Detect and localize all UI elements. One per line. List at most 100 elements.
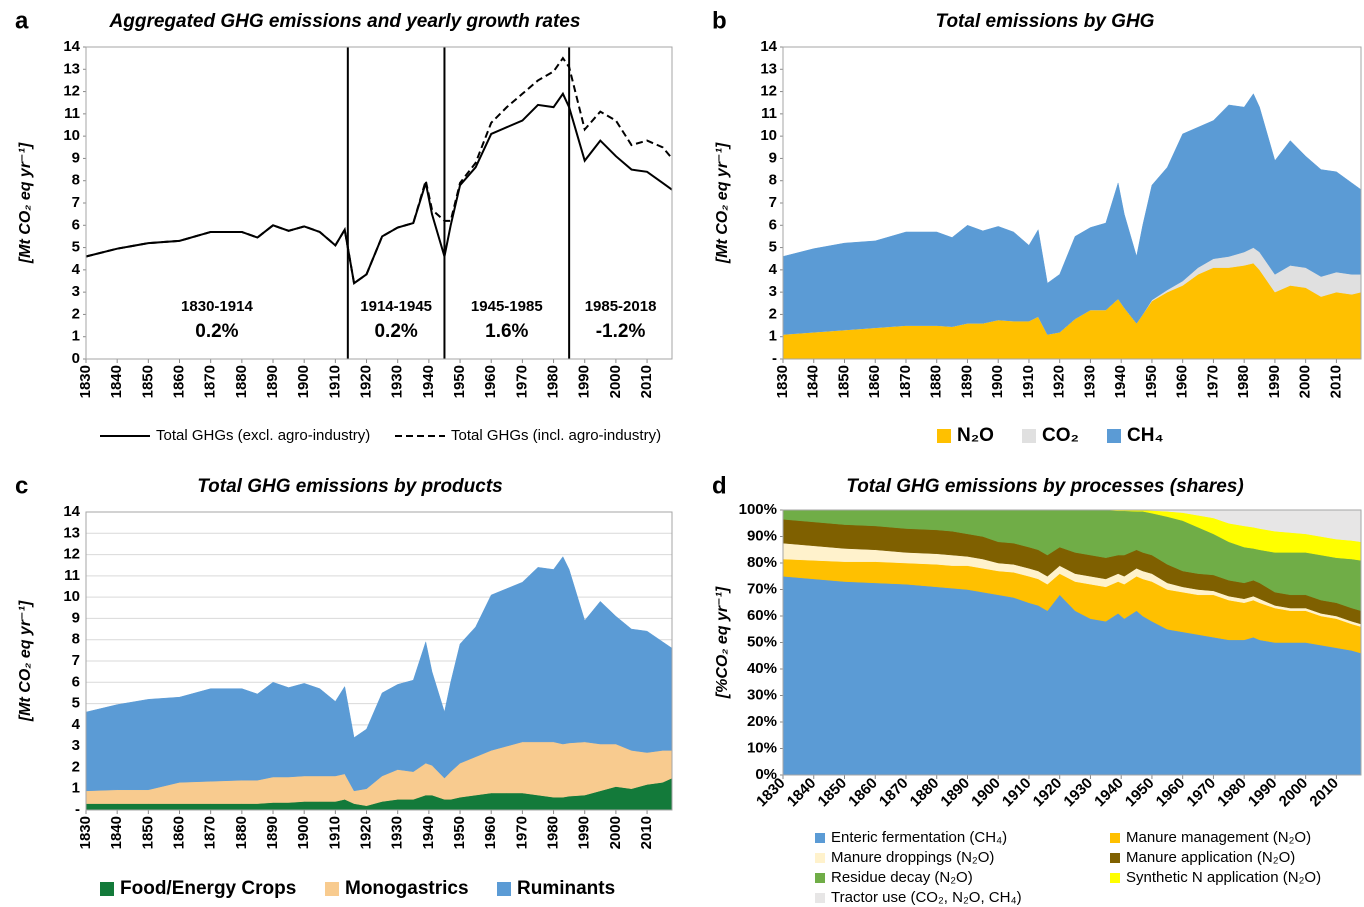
x-tick-label: 1990 bbox=[576, 365, 593, 398]
x-tick-label: 1920 bbox=[358, 365, 375, 398]
x-tick-label: 1860 bbox=[170, 365, 187, 398]
y-tick-label: 9 bbox=[72, 149, 80, 166]
y-tick-label: 13 bbox=[63, 524, 80, 541]
y-tick-label: 12 bbox=[760, 83, 777, 100]
panel-letter: c bbox=[15, 472, 28, 499]
x-tick-label: 1990 bbox=[1245, 775, 1281, 811]
x-tick-label: 1900 bbox=[968, 775, 1004, 811]
y-tick-label: - bbox=[75, 801, 80, 818]
x-tick-label: 1880 bbox=[233, 365, 250, 398]
y-tick-label: 4 bbox=[769, 261, 778, 278]
legend-label: Manure droppings (N₂O) bbox=[831, 849, 994, 866]
y-tick-label: 5 bbox=[72, 695, 80, 712]
legend-label: Manure application (N₂O) bbox=[1126, 849, 1295, 866]
x-tick-label: 2010 bbox=[638, 816, 655, 849]
x-tick-label: 1870 bbox=[202, 816, 219, 849]
x-tick-label: 1930 bbox=[389, 365, 406, 398]
y-tick-label: 3 bbox=[769, 283, 777, 300]
y-tick-label: 100% bbox=[739, 501, 777, 518]
x-tick-label: 1860 bbox=[170, 816, 187, 849]
x-tick-label: 1890 bbox=[958, 365, 975, 398]
y-tick-label: 13 bbox=[760, 60, 777, 77]
plot-frame bbox=[782, 509, 1362, 776]
x-tick-label: 1900 bbox=[295, 365, 312, 398]
x-tick-label: 2000 bbox=[607, 816, 624, 849]
x-tick-label: 1980 bbox=[545, 365, 562, 398]
x-tick-label: 1830 bbox=[77, 816, 94, 849]
plot-area bbox=[85, 56, 673, 285]
x-tick-label: 1950 bbox=[451, 365, 468, 398]
period-label: 1830-1914 bbox=[181, 298, 253, 315]
x-tick-label: 2000 bbox=[1276, 775, 1312, 811]
x-tick-label: 1960 bbox=[482, 365, 499, 398]
y-tick-label: 14 bbox=[63, 38, 80, 55]
x-tick-label: 1960 bbox=[1153, 775, 1189, 811]
panel-letter: b bbox=[712, 7, 727, 34]
legend-label: Synthetic N application (N₂O) bbox=[1126, 869, 1321, 886]
y-tick-label: 6 bbox=[769, 216, 777, 233]
x-tick-label: 1890 bbox=[264, 365, 281, 398]
plot-area bbox=[782, 93, 1362, 360]
x-tick-label: 2000 bbox=[607, 365, 624, 398]
x-tick-label: 1990 bbox=[576, 816, 593, 849]
y-tick-label: 1 bbox=[72, 328, 80, 345]
period-label: 1985-2018 bbox=[585, 298, 657, 315]
y-tick-label: - bbox=[772, 350, 777, 367]
y-tick-label: 90% bbox=[747, 527, 777, 544]
y-tick-label: 14 bbox=[63, 503, 80, 520]
legend-label: CH₄ bbox=[1127, 425, 1164, 446]
x-tick-label: 1870 bbox=[876, 775, 912, 811]
legend-swatch bbox=[497, 882, 511, 896]
x-tick-label: 1840 bbox=[805, 365, 822, 398]
y-tick-label: 10 bbox=[760, 127, 777, 144]
y-tick-label: 40% bbox=[747, 660, 777, 677]
y-tick-label: 12 bbox=[63, 83, 80, 100]
legend-label: Ruminants bbox=[517, 878, 615, 899]
y-tick-label: 20% bbox=[747, 713, 777, 730]
y-tick-label: 0 bbox=[72, 350, 80, 367]
panel: c Total GHG emissions by products [Mt CO₂ … bbox=[15, 472, 673, 899]
y-tick-label: 8 bbox=[72, 172, 80, 189]
x-tick-label: 1850 bbox=[139, 816, 156, 849]
x-tick-label: 1860 bbox=[845, 775, 881, 811]
x-tick-label: 1830 bbox=[774, 365, 791, 398]
x-tick-label: 1980 bbox=[1235, 365, 1252, 398]
y-tick-label: 14 bbox=[760, 38, 777, 55]
y-tick-label: 7 bbox=[72, 652, 80, 669]
y-axis-label: [Mt CO₂ eq yr⁻¹] bbox=[17, 600, 34, 722]
panel: a Aggregated GHG emissions and yearly gro… bbox=[15, 7, 673, 444]
y-tick-label: 8 bbox=[769, 172, 777, 189]
legend-swatch bbox=[1107, 429, 1121, 443]
y-tick-label: 7 bbox=[769, 194, 777, 211]
x-tick-label: 1940 bbox=[420, 365, 437, 398]
legend-label: Manure management (N₂O) bbox=[1126, 829, 1311, 846]
period-label: 1914-1945 bbox=[360, 298, 432, 315]
legend-label: Total GHGs (incl. agro-industry) bbox=[451, 427, 661, 444]
x-tick-label: 1940 bbox=[1112, 365, 1129, 398]
legend-swatch bbox=[1022, 429, 1036, 443]
x-tick-label: 2010 bbox=[1306, 775, 1342, 811]
x-tick-label: 1950 bbox=[1143, 365, 1160, 398]
period-label: 1945-1985 bbox=[471, 298, 543, 315]
x-tick-label: 1900 bbox=[295, 816, 312, 849]
plot-area bbox=[85, 556, 673, 811]
legend-swatch bbox=[815, 853, 825, 863]
x-tick-label: 1850 bbox=[835, 365, 852, 398]
x-tick-label: 1830 bbox=[77, 365, 94, 398]
legend-swatch bbox=[325, 882, 339, 896]
y-axis-label: [Mt CO₂ eq yr⁻¹] bbox=[714, 142, 731, 264]
x-tick-label: 1950 bbox=[1122, 775, 1158, 811]
x-tick-label: 2010 bbox=[638, 365, 655, 398]
x-tick-label: 1920 bbox=[1051, 365, 1068, 398]
y-tick-label: 12 bbox=[63, 546, 80, 563]
x-tick-label: 1980 bbox=[1214, 775, 1250, 811]
plot-area bbox=[782, 509, 1362, 776]
y-tick-label: 6 bbox=[72, 673, 80, 690]
legend-label: Enteric fermentation (CH₄) bbox=[831, 829, 1007, 846]
x-tick-label: 1910 bbox=[326, 365, 343, 398]
x-tick-label: 1930 bbox=[389, 816, 406, 849]
legend-swatch bbox=[815, 833, 825, 843]
growth-rate: -1.2% bbox=[596, 321, 646, 342]
legend-swatch bbox=[1110, 853, 1120, 863]
